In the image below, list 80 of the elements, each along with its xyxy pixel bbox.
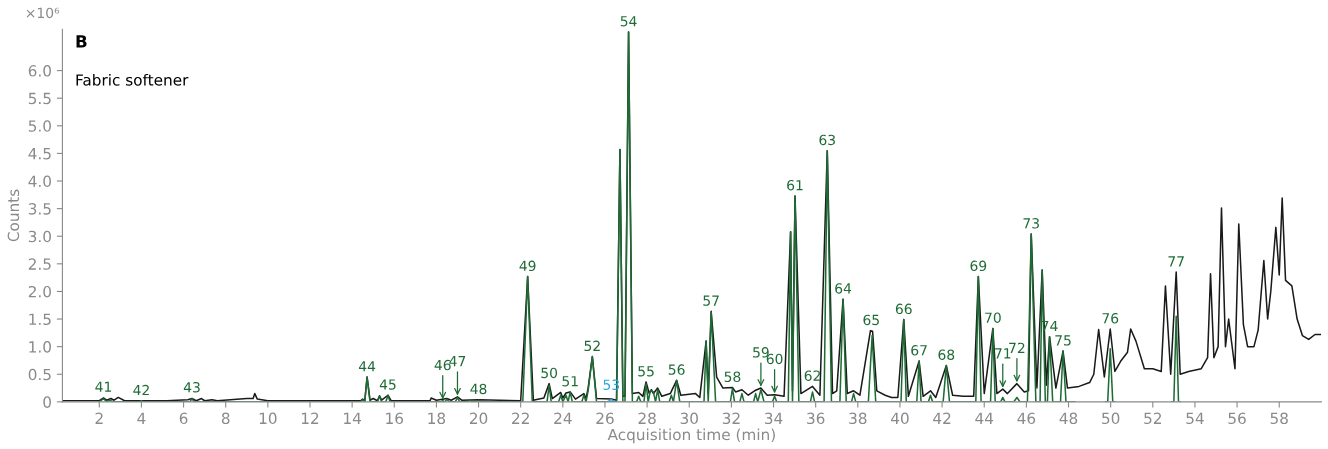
x-tick-label: 54	[1186, 412, 1204, 425]
x-tick-label: 8	[221, 412, 230, 425]
annotation: 70	[985, 312, 1001, 323]
x-tick-label: 26	[596, 412, 614, 425]
y-tick-label: 0	[43, 396, 51, 408]
x-tick-label: 56	[1228, 412, 1246, 425]
annotation: 43	[183, 382, 200, 393]
annotation: 52	[584, 340, 600, 352]
y-axis-title: Counts	[7, 189, 20, 242]
annotation: 68	[938, 349, 955, 360]
annotation: 51	[562, 376, 578, 387]
x-tick-label: 12	[301, 412, 319, 424]
x-tick-label: 30	[680, 412, 698, 425]
annotation: 55	[638, 366, 654, 377]
y-tick-label: 5.0	[28, 120, 51, 132]
text: ×10⁶	[26, 7, 60, 19]
x-tick-label: 42	[933, 412, 951, 424]
annotation: 42	[133, 384, 149, 396]
x-tick-label: 18	[428, 412, 446, 425]
x-tick-label: 4	[137, 412, 146, 424]
annotation: 41	[95, 381, 112, 392]
annotation: 72	[1009, 342, 1025, 353]
y-tick-label: 4.5	[28, 148, 51, 160]
annotation: 48	[470, 383, 487, 395]
annotation: 67	[911, 345, 927, 356]
x-tick-label: 52	[1144, 412, 1161, 425]
x-tick-label: 28	[638, 412, 656, 425]
x-tick-label: 10	[259, 412, 277, 425]
x-axis-title: Acquisition time (min)	[607, 428, 775, 444]
x-tick-label: 20	[469, 412, 488, 425]
annotation: 46	[434, 359, 451, 371]
annotation: 44	[358, 361, 376, 372]
annotation: 75	[1055, 335, 1071, 346]
annotation: 45	[379, 379, 396, 390]
annotation: 66	[895, 303, 912, 315]
x-tick-label: 22	[512, 412, 529, 424]
annotation: 50	[541, 367, 558, 379]
annotation: 76	[1102, 313, 1119, 324]
annotation: 65	[863, 314, 879, 326]
x-tick-label: 36	[807, 412, 825, 425]
x-tick-label: 48	[1059, 412, 1078, 425]
x-tick-label: 24	[554, 412, 572, 424]
x-tick-label: 58	[1270, 412, 1288, 425]
y-tick-label: 2.0	[28, 285, 51, 298]
annotation: 63	[819, 134, 835, 146]
annotation: 58	[724, 371, 741, 383]
annotation: 77	[1168, 256, 1184, 267]
y-tick-label: 6.0	[28, 65, 51, 77]
y-tick-label: 0.5	[28, 368, 51, 381]
y-tick-label: 4.0	[28, 175, 51, 188]
x-tick-label: 14	[344, 412, 361, 424]
annotation: 69	[970, 260, 987, 272]
annotation: 64	[835, 283, 852, 294]
y-tick-label: 3.5	[28, 203, 51, 215]
x-tick-label: 32	[722, 412, 740, 425]
chart-title: B	[76, 35, 87, 48]
y-tick-label: 1.0	[29, 341, 51, 353]
x-tick-label: 46	[1017, 412, 1036, 425]
x-tick-label: 38	[849, 412, 867, 425]
y-tick-label: 3.0	[28, 230, 51, 243]
text: Fabric softener	[76, 73, 189, 86]
x-tick-label: 44	[975, 412, 994, 424]
annotation: 54	[620, 16, 637, 27]
x-tick-label: 50	[1102, 412, 1120, 425]
annotation: 61	[787, 179, 803, 191]
annotation: 73	[1023, 218, 1039, 229]
annotation: 56	[668, 364, 685, 375]
x-tick-label: 6	[179, 412, 188, 425]
y-tick-label: 5.5	[28, 92, 51, 105]
annotation: 57	[703, 295, 719, 306]
annotation: 62	[804, 370, 820, 381]
x-tick-label: 16	[386, 412, 404, 425]
x-tick-label: 34	[764, 412, 783, 425]
y-tick-label: 1.5	[29, 313, 51, 326]
annotation: 71	[995, 348, 1011, 359]
y-tick-label: 2.5	[28, 258, 51, 270]
x-tick-label: 2	[95, 412, 103, 424]
x-tick-label: 40	[890, 412, 909, 425]
annotation: 49	[519, 260, 536, 272]
annotation: 47	[449, 356, 466, 367]
